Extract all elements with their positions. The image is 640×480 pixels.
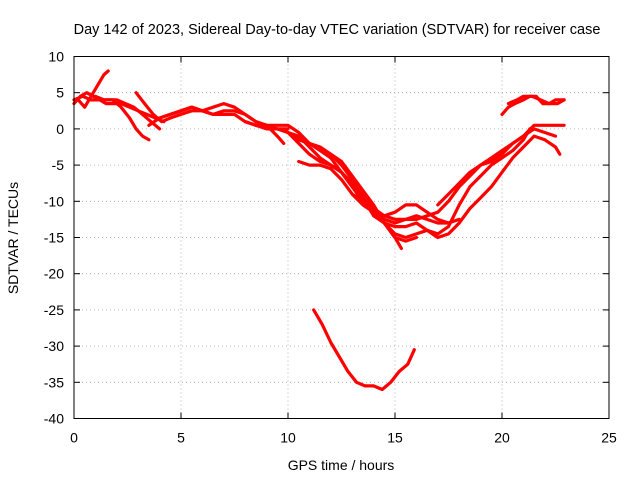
y-tick-label: 0: [56, 121, 64, 137]
x-tick-label: 25: [601, 430, 617, 446]
series-line-arc-17: [312, 308, 416, 392]
plot-frame: [73, 56, 610, 419]
y-tick-label: -40: [44, 411, 64, 427]
x-tick-labels: 0 5 10 15 20 25: [70, 430, 617, 446]
series-line-arc-13: [350, 134, 562, 240]
y-tick-label: 10: [48, 49, 64, 65]
y-tick-label: -15: [44, 230, 64, 246]
y-tick-label: -20: [44, 266, 64, 282]
grid: [74, 56, 609, 419]
series-line-arc-14: [436, 123, 566, 207]
x-tick-label: 10: [280, 430, 296, 446]
series-line-arc-9: [286, 127, 532, 240]
y-tick-label: -10: [44, 193, 64, 209]
y-tick-label: -5: [52, 157, 65, 173]
y-tick-label: -35: [44, 374, 64, 390]
series-line-arc-16: [506, 94, 566, 106]
y-tick-label: 5: [56, 85, 64, 101]
series-line-arc-1: [72, 91, 166, 124]
y-tick-labels: -40 -35 -30 -25 -20 -15 -10 -5 0 5 10: [44, 49, 64, 427]
x-tick-label: 15: [387, 430, 403, 446]
y-tick-label: -30: [44, 338, 64, 354]
chart-title: Day 142 of 2023, Sidereal Day-to-day VTE…: [74, 22, 601, 38]
series-line-arc-4: [93, 94, 151, 142]
y-axis-label: SDTVAR / TECUs: [5, 182, 21, 294]
y-tick-label: -25: [44, 302, 64, 318]
series-line-arc-2: [76, 69, 110, 109]
x-tick-label: 5: [177, 430, 185, 446]
data-series: [72, 69, 566, 392]
series-line-arc-12: [329, 152, 403, 250]
series-line-arc-15: [500, 94, 566, 117]
x-tick-label: 20: [494, 430, 510, 446]
x-axis-label: GPS time / hours: [288, 457, 395, 473]
x-tick-label: 0: [70, 430, 78, 446]
series-line-arc-3: [72, 94, 162, 131]
